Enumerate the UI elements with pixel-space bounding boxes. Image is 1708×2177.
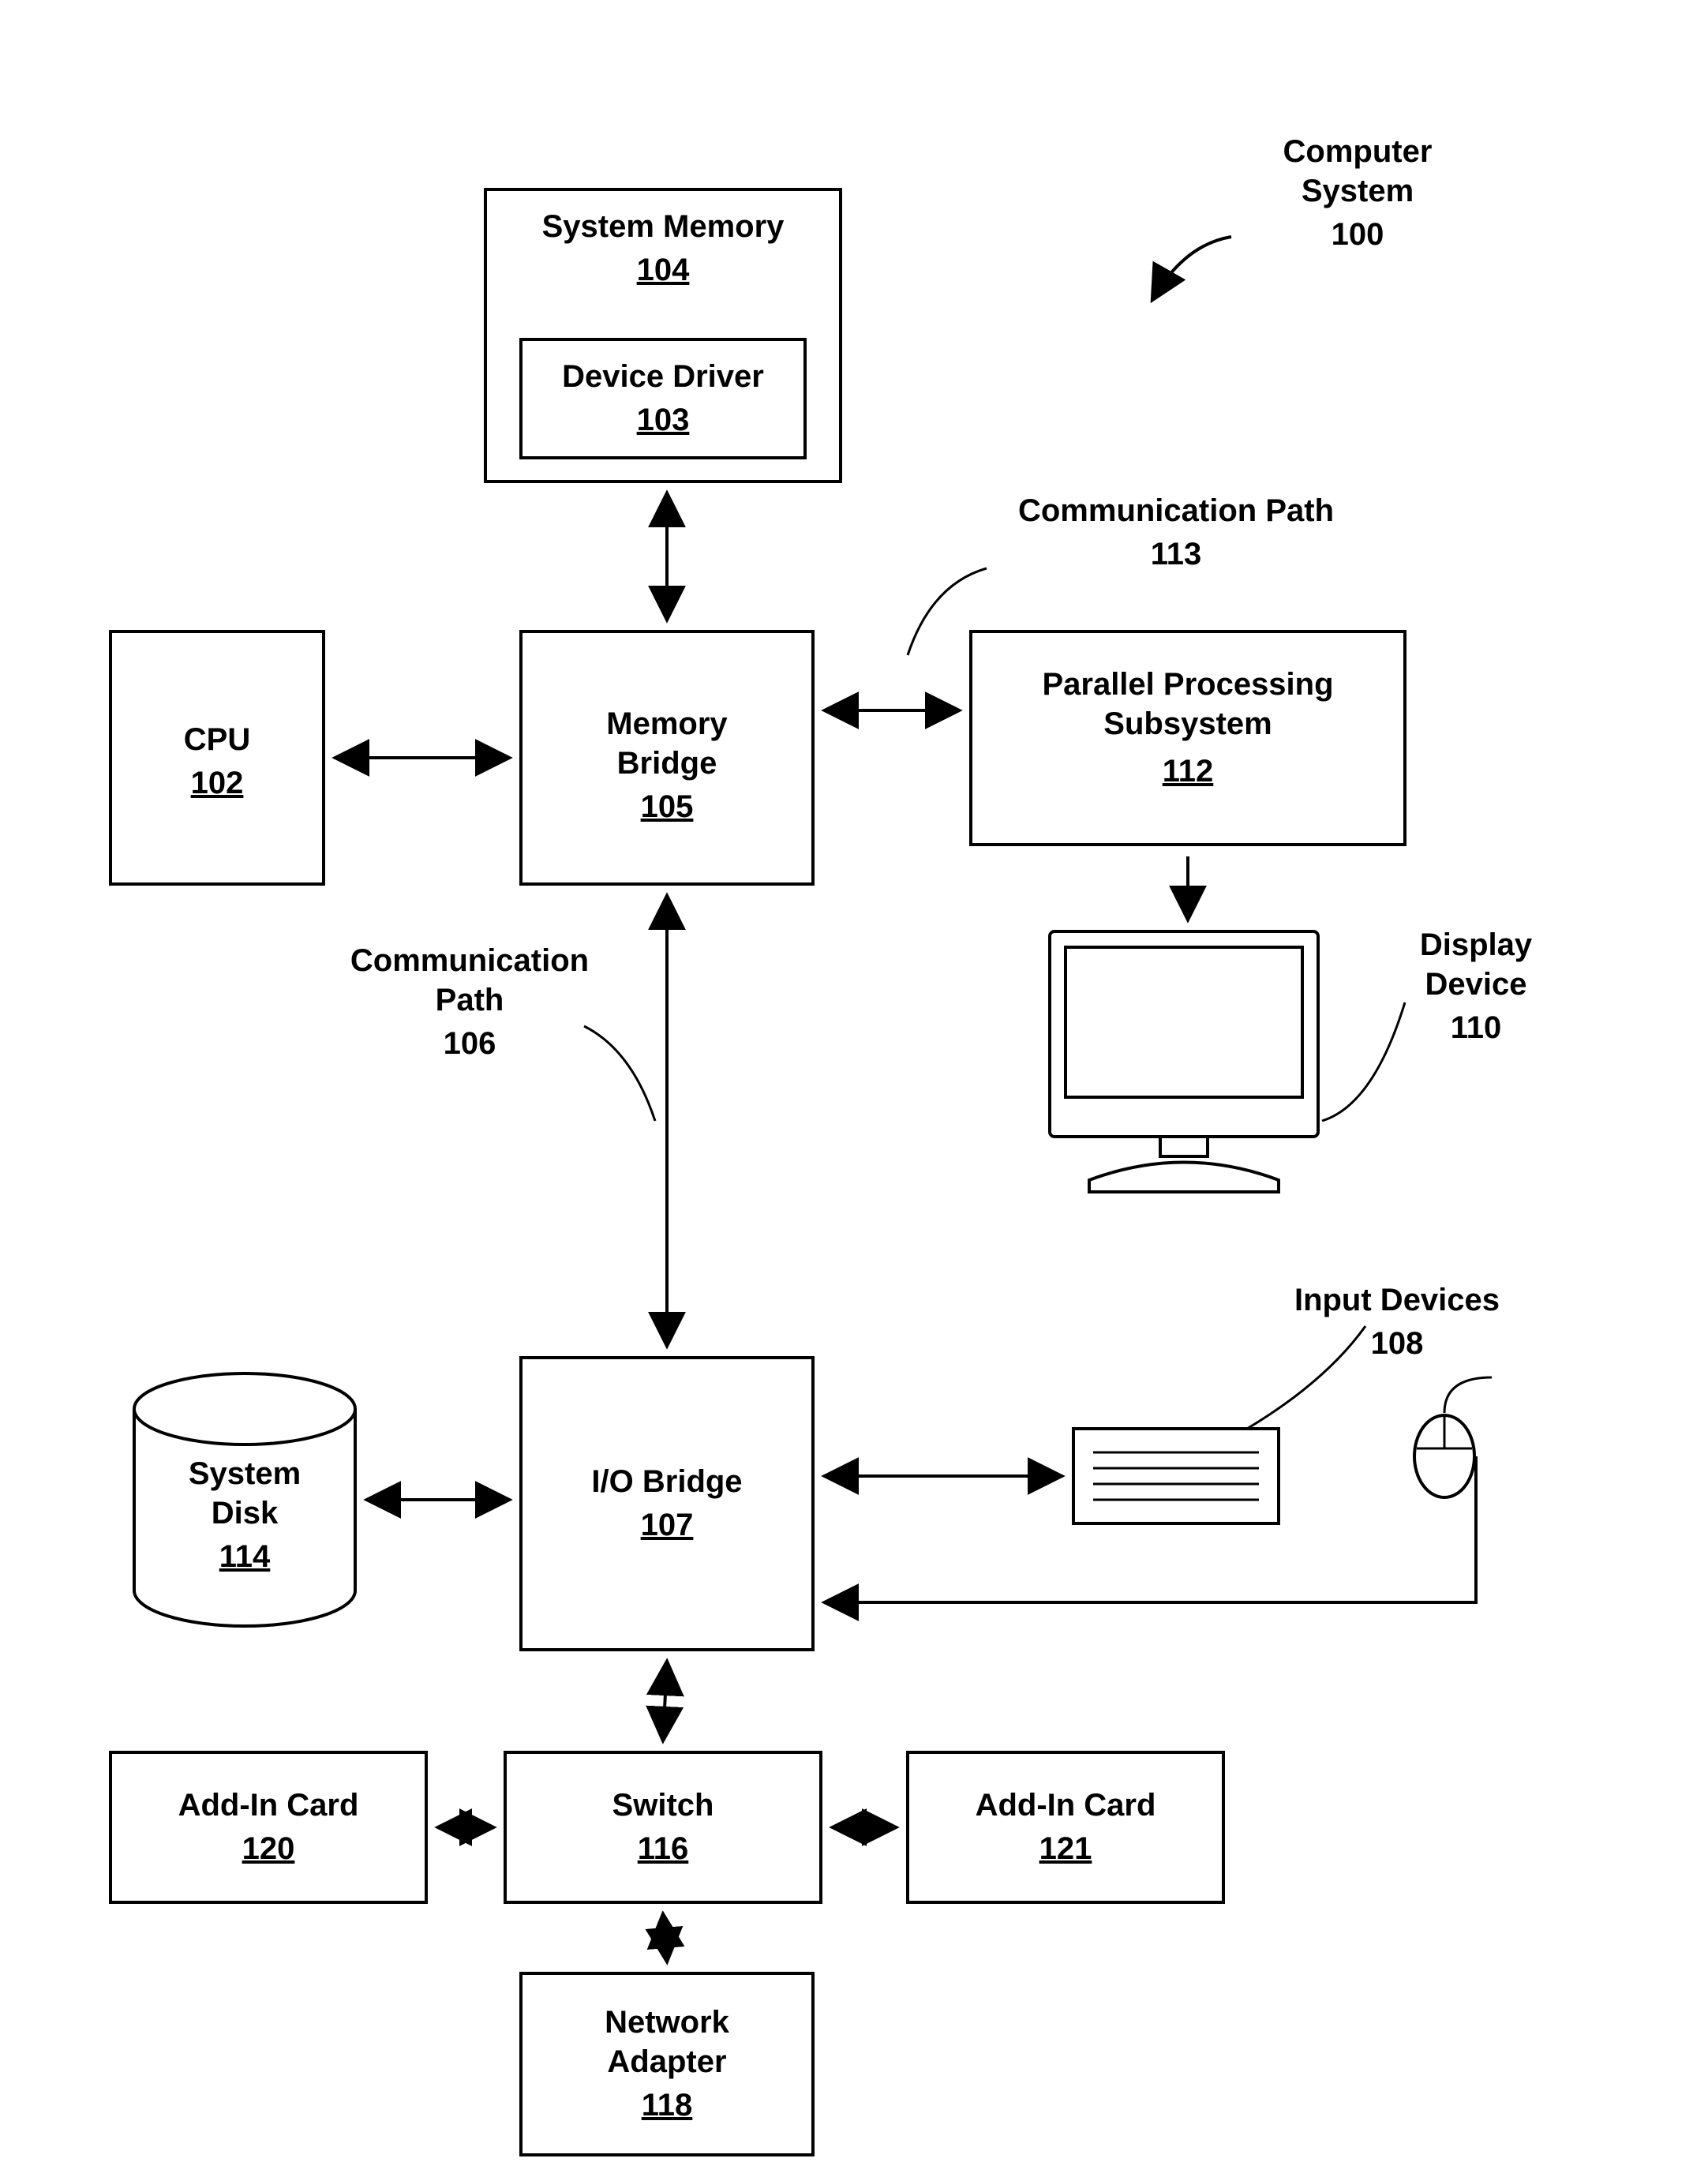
svg-text:118: 118 xyxy=(642,2088,693,2123)
svg-text:CPU: CPU xyxy=(184,722,250,757)
svg-text:Display: Display xyxy=(1420,927,1533,962)
svg-text:Parallel Processing: Parallel Processing xyxy=(1042,667,1333,702)
svg-text:Memory: Memory xyxy=(606,706,728,741)
svg-text:System Memory: System Memory xyxy=(542,209,785,244)
svg-text:121: 121 xyxy=(1039,1831,1092,1866)
svg-text:Adapter: Adapter xyxy=(607,2044,726,2079)
svg-text:Bridge: Bridge xyxy=(617,746,717,781)
svg-text:Subsystem: Subsystem xyxy=(1103,706,1272,741)
svg-text:114: 114 xyxy=(219,1539,271,1574)
svg-text:Device: Device xyxy=(1425,967,1527,1002)
svg-text:106: 106 xyxy=(444,1026,496,1061)
svg-text:100: 100 xyxy=(1332,217,1384,252)
svg-text:Communication Path: Communication Path xyxy=(1018,493,1334,528)
svg-text:Computer: Computer xyxy=(1283,134,1433,169)
svg-text:Add-In Card: Add-In Card xyxy=(178,1788,359,1823)
svg-text:102: 102 xyxy=(191,766,244,800)
svg-text:116: 116 xyxy=(638,1831,689,1866)
svg-text:Device Driver: Device Driver xyxy=(562,359,764,394)
svg-text:103: 103 xyxy=(637,403,690,437)
svg-text:System: System xyxy=(189,1456,301,1491)
svg-text:Communication: Communication xyxy=(350,943,589,978)
svg-text:Path: Path xyxy=(436,983,504,1017)
svg-text:112: 112 xyxy=(1163,754,1214,789)
svg-text:Add-In Card: Add-In Card xyxy=(976,1788,1156,1823)
svg-text:107: 107 xyxy=(641,1508,694,1542)
svg-text:104: 104 xyxy=(637,253,690,287)
svg-text:113: 113 xyxy=(1151,537,1202,571)
svg-text:105: 105 xyxy=(641,789,694,824)
svg-text:120: 120 xyxy=(242,1831,295,1866)
svg-text:Disk: Disk xyxy=(212,1496,279,1531)
svg-text:System: System xyxy=(1302,174,1414,208)
svg-text:I/O Bridge: I/O Bridge xyxy=(591,1464,742,1499)
svg-text:Switch: Switch xyxy=(612,1788,714,1823)
svg-text:110: 110 xyxy=(1451,1010,1502,1045)
svg-text:108: 108 xyxy=(1371,1326,1424,1361)
svg-text:Input Devices: Input Devices xyxy=(1294,1283,1500,1317)
svg-text:Network: Network xyxy=(605,2005,730,2040)
